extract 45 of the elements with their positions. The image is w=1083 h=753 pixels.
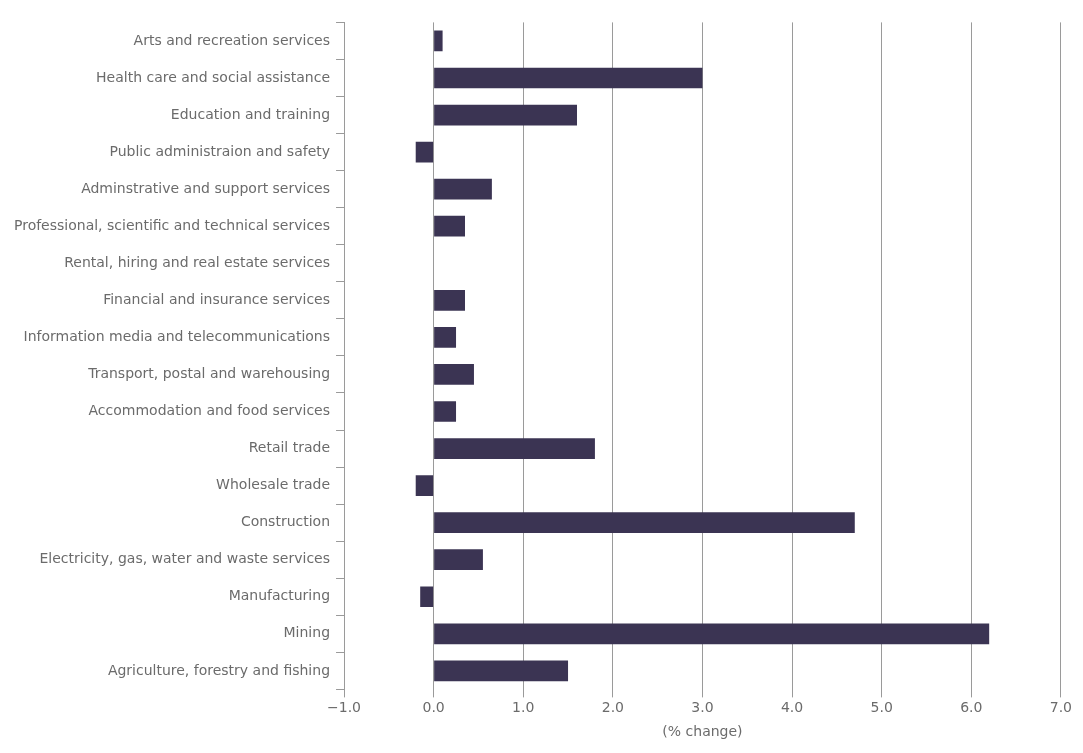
y-tick-label: Professional, scientific and technical services <box>13 216 331 233</box>
y-tick-label: Manufacturing <box>228 587 331 604</box>
bar <box>415 475 434 496</box>
bar <box>434 289 465 311</box>
bar <box>434 438 595 459</box>
y-tick-label: Mining <box>283 624 331 641</box>
bar <box>434 660 569 682</box>
y-tick-label: Rental, hiring and real estate services <box>64 253 331 270</box>
bar <box>434 215 465 237</box>
x-tick-label: −1.0 <box>327 699 362 716</box>
x-tick-label: 1.0 <box>512 699 535 716</box>
bar <box>415 141 434 163</box>
x-tick-label: 7.0 <box>1049 699 1072 716</box>
bar <box>420 586 434 608</box>
bar <box>434 364 474 385</box>
bar <box>434 549 483 571</box>
y-tick-label: Financial and insurance services <box>103 290 331 307</box>
x-tick-label: 5.0 <box>870 699 893 716</box>
y-tick-label: Transport, postal and warehousing <box>87 365 331 382</box>
y-tick-label: Retail trade <box>248 439 331 456</box>
x-tick-label: 6.0 <box>960 699 983 716</box>
y-tick-label: Wholesale trade <box>216 476 331 493</box>
bar <box>434 327 457 348</box>
y-tick-label: Adminstrative and support services <box>81 179 331 196</box>
y-tick-label: Construction <box>240 513 331 530</box>
bar <box>434 104 577 126</box>
x-tick-label: 3.0 <box>691 699 714 716</box>
y-tick-label: Accommodation and food services <box>88 402 331 419</box>
x-axis-title: (% change) <box>662 723 743 740</box>
y-tick-label: Agriculture, forestry and fishing <box>107 661 331 678</box>
y-tick-label: Electricity, gas, water and waste services <box>39 550 331 567</box>
bar <box>434 178 492 200</box>
y-tick-label: Health care and social assistance <box>96 68 331 85</box>
x-tick-label: 2.0 <box>601 699 624 716</box>
y-tick-label: Information media and telecommunications <box>23 328 331 345</box>
bar <box>434 623 990 645</box>
bar <box>434 512 855 533</box>
y-tick-label: Arts and recreation services <box>133 31 331 48</box>
bar <box>434 30 443 52</box>
y-tick-label: Education and training <box>170 105 331 122</box>
x-tick-label: 4.0 <box>780 699 804 716</box>
bar <box>434 401 457 422</box>
y-tick-label: Public administraion and safety <box>109 142 331 159</box>
bar <box>434 67 703 89</box>
x-tick-label: 0.0 <box>422 699 445 716</box>
